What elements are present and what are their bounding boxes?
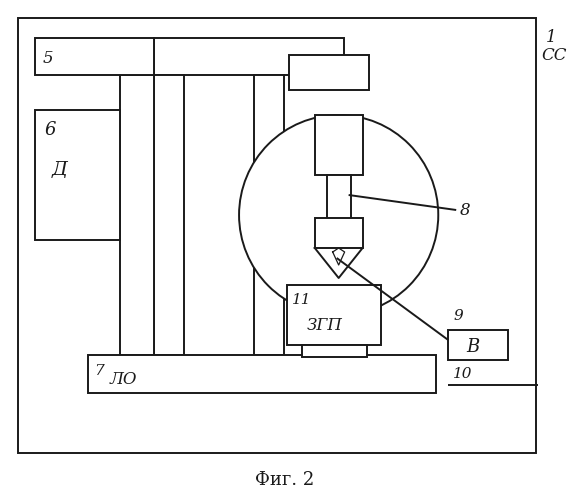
Bar xyxy=(327,175,351,220)
Bar xyxy=(315,218,363,248)
Text: 9: 9 xyxy=(453,309,463,323)
Bar xyxy=(254,75,284,355)
Text: 10: 10 xyxy=(453,367,473,381)
Bar xyxy=(154,75,185,355)
Text: 5: 5 xyxy=(43,50,53,67)
Bar xyxy=(35,38,154,75)
Bar xyxy=(448,330,508,360)
Bar xyxy=(154,38,344,75)
Text: ЗГП: ЗГП xyxy=(307,317,343,334)
Bar xyxy=(35,110,120,240)
Bar xyxy=(289,55,368,90)
Bar xyxy=(287,285,382,345)
Text: Д: Д xyxy=(52,161,68,179)
Text: СС: СС xyxy=(541,47,566,64)
Text: В: В xyxy=(466,338,480,356)
Text: 6: 6 xyxy=(45,121,56,139)
Bar xyxy=(18,18,536,453)
Bar xyxy=(120,75,154,355)
Circle shape xyxy=(239,115,438,315)
Text: Фиг. 2: Фиг. 2 xyxy=(255,471,315,489)
Polygon shape xyxy=(315,248,363,278)
Bar xyxy=(315,115,363,175)
Text: ЛО: ЛО xyxy=(109,371,137,388)
Text: 8: 8 xyxy=(460,202,471,219)
Bar xyxy=(88,355,436,393)
Text: 7: 7 xyxy=(95,364,104,378)
Bar xyxy=(302,345,367,357)
Text: 11: 11 xyxy=(292,293,311,307)
Text: 1: 1 xyxy=(546,29,556,46)
